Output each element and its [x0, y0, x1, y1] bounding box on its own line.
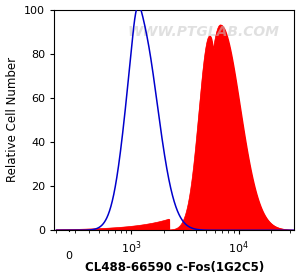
Y-axis label: Relative Cell Number: Relative Cell Number [6, 57, 19, 183]
Text: 0: 0 [66, 251, 73, 261]
X-axis label: CL488-66590 c-Fos(1G2C5): CL488-66590 c-Fos(1G2C5) [85, 262, 264, 274]
Text: WWW.PTGLAB.COM: WWW.PTGLAB.COM [127, 25, 279, 39]
